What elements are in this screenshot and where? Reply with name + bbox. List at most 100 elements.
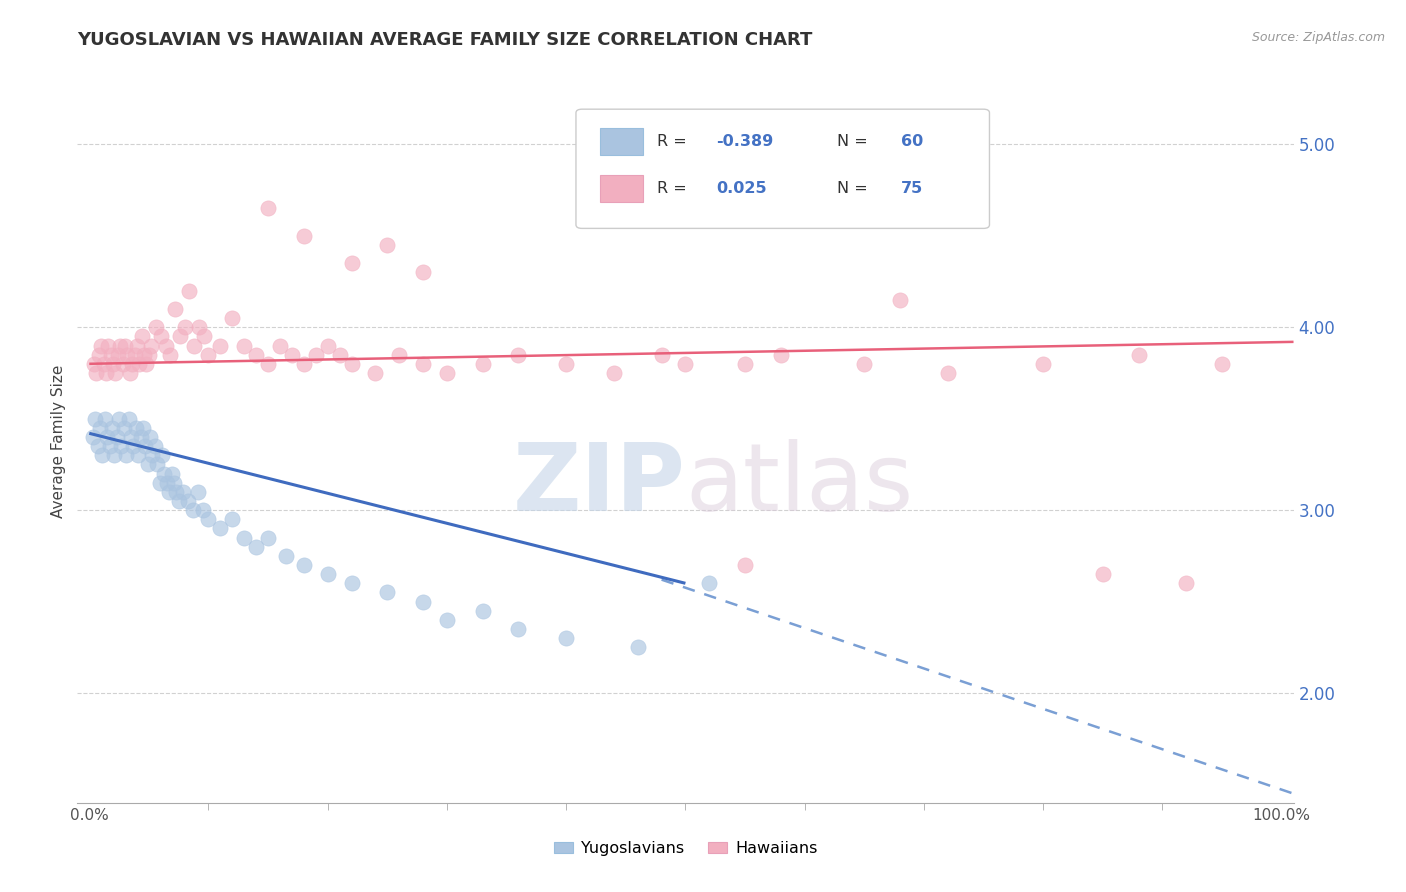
Point: [1091, 567, 1114, 582]
Point: [100, 348, 122, 362]
Point: [86, 439, 108, 453]
Point: [436, 613, 458, 627]
Point: [82, 430, 104, 444]
Point: [555, 631, 578, 645]
Point: [128, 357, 150, 371]
FancyBboxPatch shape: [600, 175, 643, 202]
Point: [1032, 357, 1054, 371]
Point: [245, 348, 267, 362]
Point: [388, 348, 411, 362]
Text: YUGOSLAVIAN VS HAWAIIAN AVERAGE FAMILY SIZE CORRELATION CHART: YUGOSLAVIAN VS HAWAIIAN AVERAGE FAMILY S…: [77, 31, 813, 49]
Point: [233, 531, 256, 545]
Point: [340, 576, 363, 591]
Point: [132, 348, 155, 362]
Point: [103, 448, 125, 462]
Text: R =: R =: [658, 134, 692, 149]
Point: [257, 531, 280, 545]
Point: [412, 594, 434, 608]
Point: [257, 357, 280, 371]
Legend: Yugoslavians, Hawaiians: Yugoslavians, Hawaiians: [554, 841, 817, 856]
Point: [165, 301, 187, 316]
Point: [87, 348, 110, 362]
Point: [125, 338, 148, 352]
Point: [97, 338, 120, 352]
Text: 75: 75: [901, 181, 922, 196]
Point: [153, 467, 176, 481]
Point: [197, 348, 219, 362]
Point: [187, 484, 209, 499]
Point: [86, 366, 108, 380]
Point: [269, 338, 291, 352]
Point: [364, 366, 387, 380]
Point: [167, 494, 190, 508]
Point: [143, 439, 166, 453]
Point: [117, 411, 139, 425]
Point: [155, 338, 177, 352]
Point: [96, 430, 118, 444]
Point: [160, 467, 183, 481]
Point: [340, 357, 363, 371]
Point: [134, 439, 156, 453]
Point: [139, 430, 162, 444]
Point: [305, 348, 328, 362]
Point: [127, 448, 149, 462]
Point: [94, 366, 117, 380]
Text: N =: N =: [838, 181, 873, 196]
Point: [172, 484, 194, 499]
Point: [115, 448, 138, 462]
Point: [110, 338, 132, 352]
Text: R =: R =: [658, 181, 692, 196]
Point: [471, 604, 494, 618]
Text: 0.025: 0.025: [716, 181, 766, 196]
Point: [233, 338, 256, 352]
Point: [316, 567, 339, 582]
Point: [853, 357, 876, 371]
Point: [375, 585, 398, 599]
Point: [135, 357, 157, 371]
Point: [375, 238, 398, 252]
Point: [94, 411, 117, 425]
Point: [193, 329, 215, 343]
Point: [181, 503, 204, 517]
Point: [112, 421, 135, 435]
Point: [191, 503, 214, 517]
Point: [107, 348, 129, 362]
Point: [936, 366, 959, 380]
Text: N =: N =: [838, 134, 873, 149]
Point: [129, 430, 152, 444]
Point: [91, 448, 114, 462]
Point: [90, 338, 112, 352]
Point: [188, 320, 211, 334]
Point: [110, 439, 132, 453]
Point: [131, 329, 153, 343]
Point: [125, 421, 148, 435]
Text: -0.389: -0.389: [716, 134, 773, 149]
Point: [117, 348, 139, 362]
Point: [471, 357, 494, 371]
Point: [101, 357, 124, 371]
Point: [1128, 348, 1150, 362]
Point: [165, 484, 187, 499]
Point: [412, 265, 434, 279]
Y-axis label: Average Family Size: Average Family Size: [51, 365, 66, 518]
Point: [122, 439, 145, 453]
Point: [340, 256, 363, 270]
Point: [104, 366, 127, 380]
Point: [183, 338, 205, 352]
Point: [105, 430, 128, 444]
Point: [436, 366, 458, 380]
Point: [627, 640, 650, 655]
Point: [159, 348, 181, 362]
Point: [124, 348, 146, 362]
Point: [120, 430, 142, 444]
Point: [734, 558, 756, 572]
Text: atlas: atlas: [686, 439, 914, 531]
FancyBboxPatch shape: [600, 128, 643, 155]
Point: [108, 411, 131, 425]
Point: [145, 320, 167, 334]
Point: [412, 357, 434, 371]
Point: [177, 494, 200, 508]
Point: [141, 338, 163, 352]
Point: [121, 357, 143, 371]
Point: [118, 366, 141, 380]
